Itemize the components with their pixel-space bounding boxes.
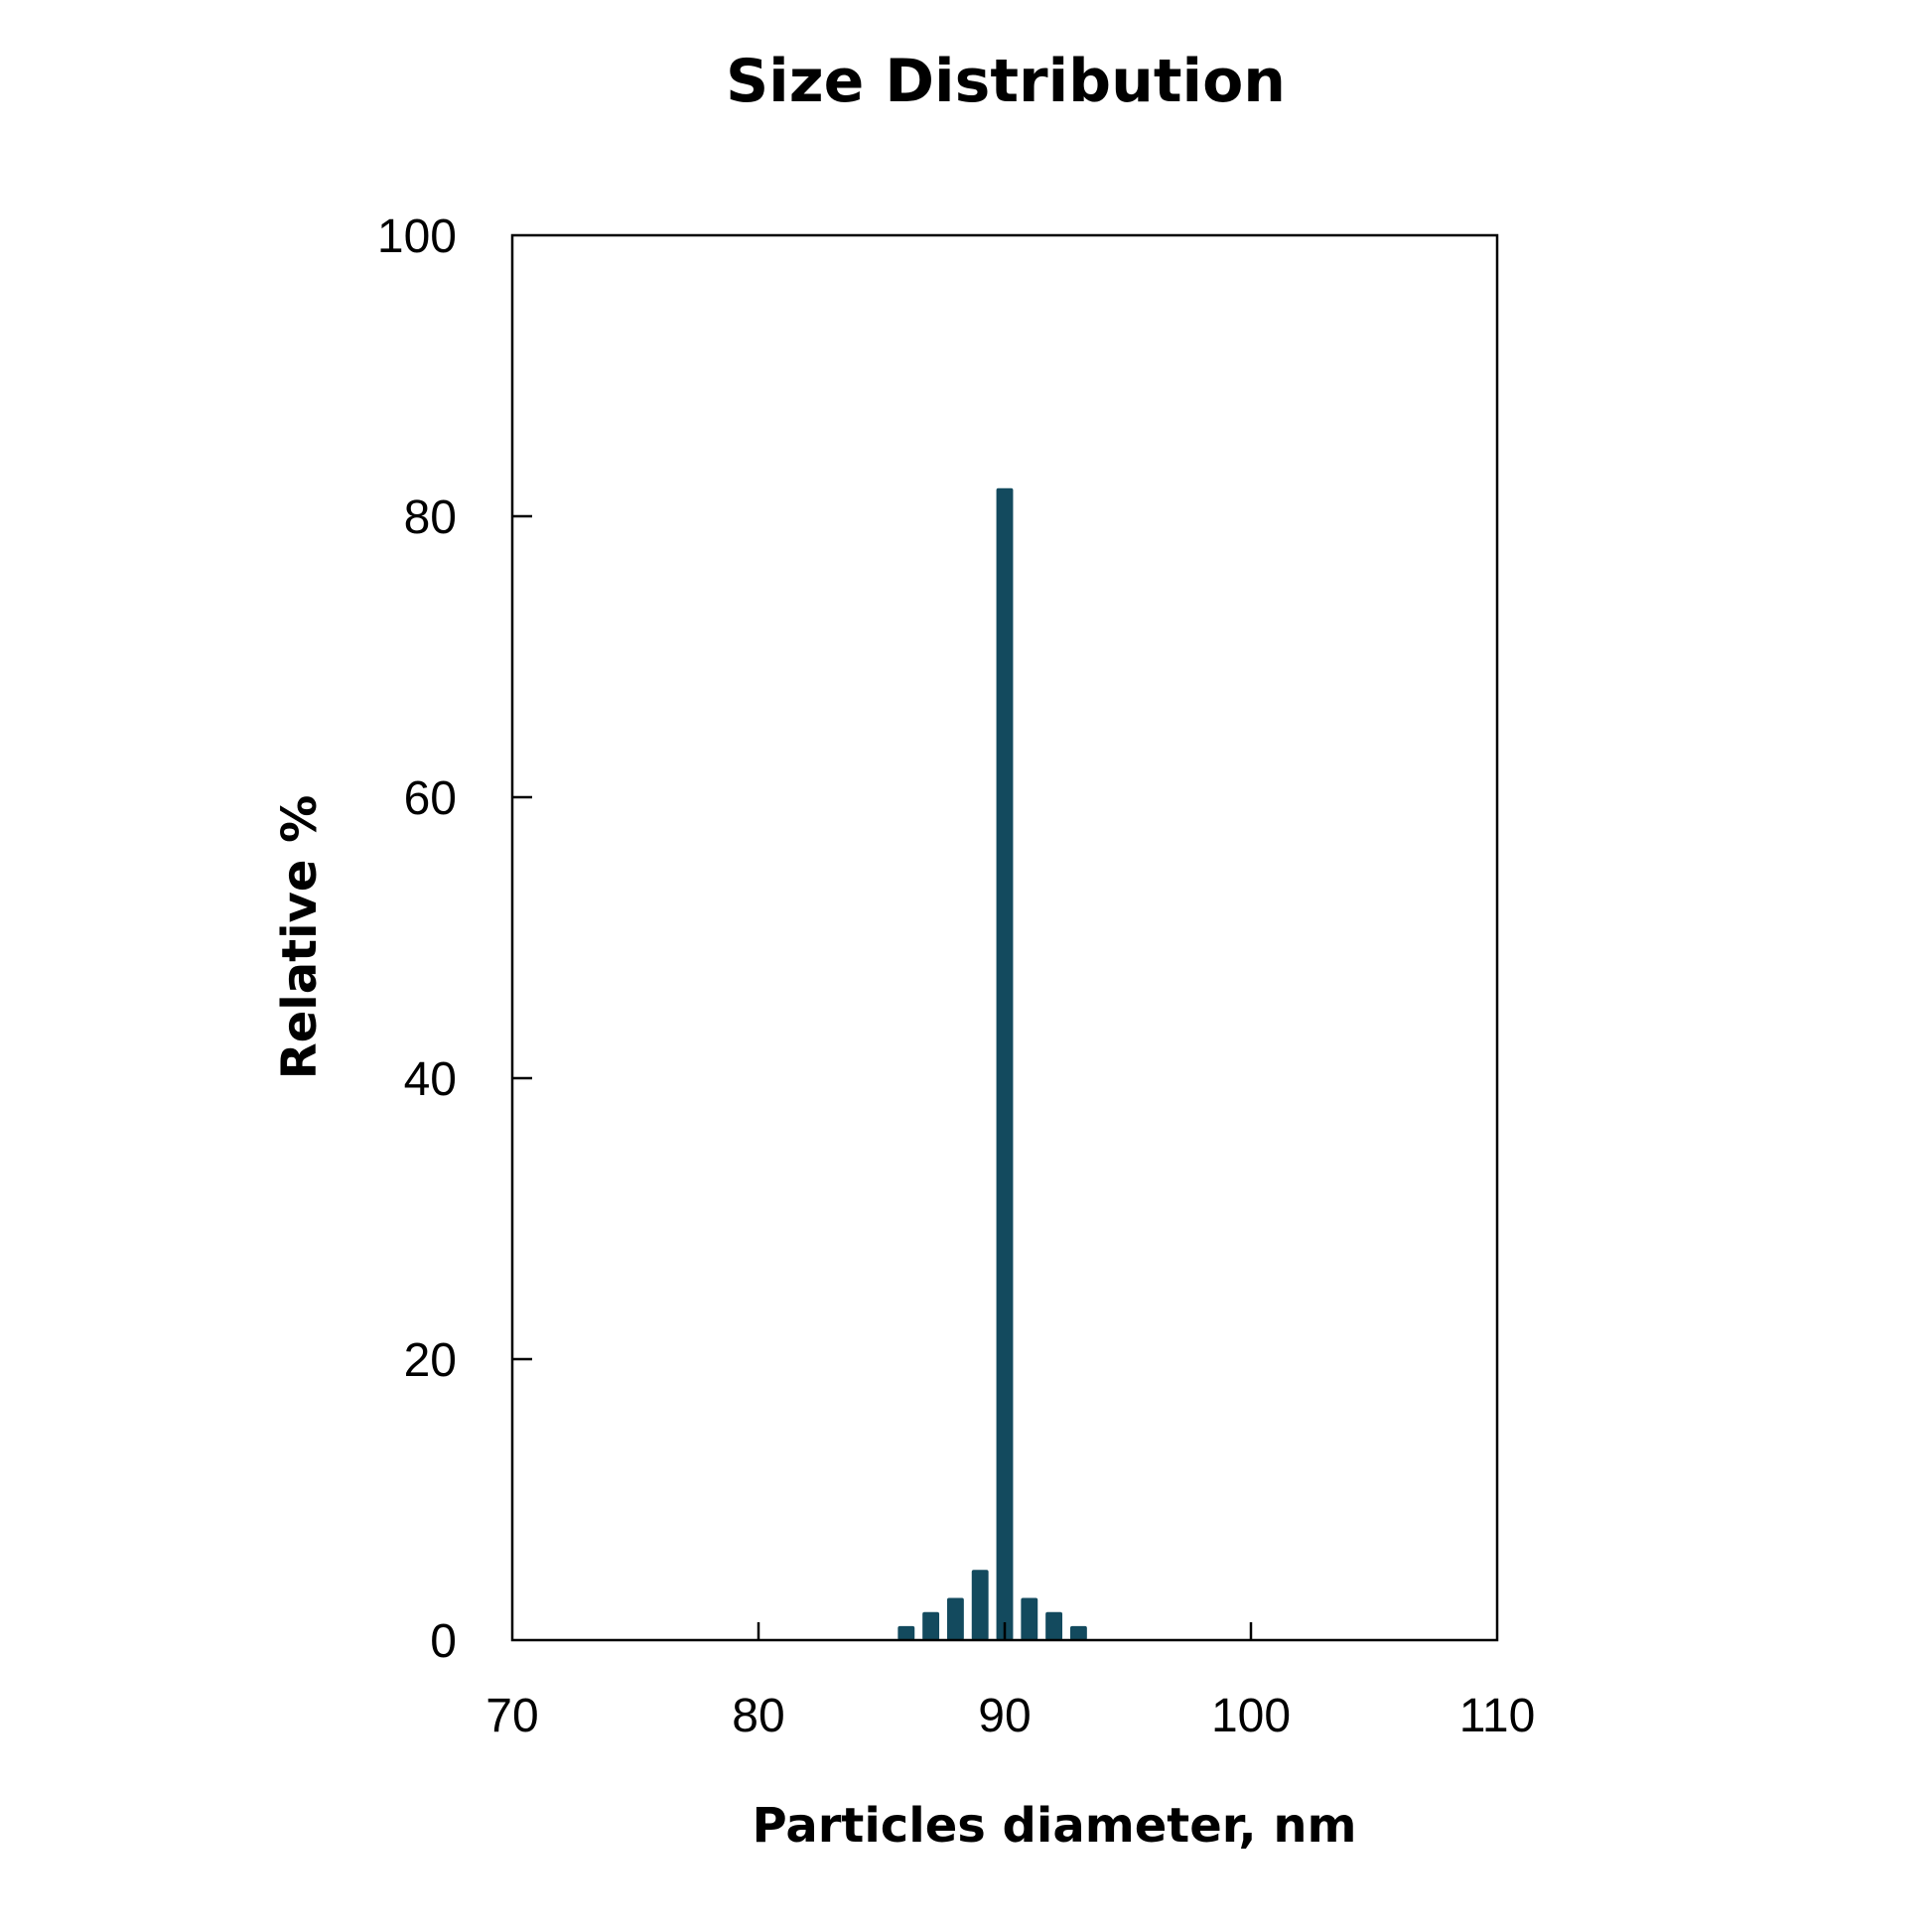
x-tick-label: 80	[732, 1690, 784, 1742]
y-axis-label: Relative %	[272, 795, 328, 1079]
x-tick-label: 90	[978, 1690, 1031, 1742]
y-axis-ticks: 0 20 40 60 80 100	[377, 210, 532, 1668]
bar-86nm	[897, 1625, 915, 1640]
chart-title: Size Distribution	[726, 47, 1286, 116]
y-tick-label: 0	[430, 1615, 457, 1668]
y-tick-label: 100	[377, 210, 457, 263]
y-tick-label: 80	[404, 491, 457, 544]
x-axis-label: Particles diameter, nm	[752, 1798, 1356, 1854]
bar-92nm	[1045, 1611, 1063, 1640]
x-axis-ticks: 70 80 90 100 110	[485, 1622, 1535, 1742]
bar-89nm	[971, 1570, 989, 1640]
bar-91nm	[1021, 1597, 1038, 1640]
y-tick-label: 20	[404, 1334, 457, 1387]
bar-88nm	[946, 1597, 964, 1640]
x-tick-label: 70	[485, 1690, 538, 1742]
y-tick-label: 40	[404, 1053, 457, 1106]
plot-frame	[510, 233, 1499, 1642]
x-tick-label: 110	[1459, 1690, 1536, 1742]
bars-group	[897, 487, 1087, 1641]
y-tick-label: 60	[404, 772, 457, 825]
bar-93nm	[1069, 1625, 1087, 1640]
x-tick-label: 100	[1211, 1690, 1291, 1742]
bar-87nm	[922, 1611, 940, 1640]
bar-90nm	[996, 487, 1014, 1641]
